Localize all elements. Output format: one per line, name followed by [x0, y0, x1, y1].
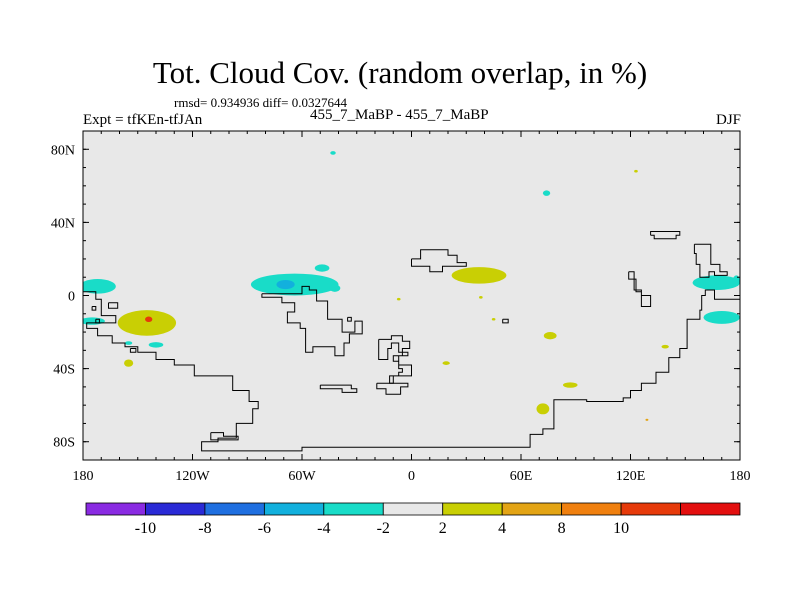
colorbar-label: -8: [198, 520, 211, 537]
colorbar-label: 10: [613, 520, 629, 537]
colorbar-swatch: [382, 502, 444, 516]
colorbar-swatch: [145, 502, 206, 516]
anomaly-region: [661, 344, 669, 349]
anomaly-region: [442, 361, 450, 365]
anomaly-region: [148, 342, 164, 348]
anomaly-region: [732, 275, 740, 287]
anomaly-region: [634, 169, 638, 173]
anomaly-region: [491, 317, 496, 321]
y-tick-label: 40N: [51, 216, 75, 231]
coastline: [650, 231, 681, 240]
y-tick-label: 80N: [51, 143, 75, 158]
colorbar-swatch: [680, 502, 741, 516]
colorbar-label: -4: [317, 520, 330, 537]
anomaly-region: [124, 341, 133, 345]
coastline: [83, 289, 740, 452]
coastline: [502, 318, 509, 324]
anomaly-region: [703, 311, 740, 324]
x-tick-label: 180: [73, 469, 94, 484]
coastline: [210, 432, 239, 441]
anomaly-region: [124, 359, 134, 367]
anomaly-region: [692, 275, 740, 291]
coastline: [319, 384, 358, 393]
x-tick-label: 120E: [616, 469, 646, 484]
coastline: [91, 306, 97, 311]
colorbar-label: -10: [135, 520, 156, 537]
coastline: [261, 285, 363, 357]
anomaly-regions: [83, 151, 740, 421]
coastline: [108, 302, 119, 309]
colorbar-swatch: [620, 502, 681, 516]
coastline: [411, 249, 467, 273]
y-tick-label: 0: [68, 290, 75, 305]
colorbar-label: -2: [377, 520, 390, 537]
colorbar-swatch: [85, 502, 146, 516]
anomaly-region: [542, 190, 551, 196]
colorbar: -10 -8 -6 -4 -2 2 4 8 10: [85, 502, 741, 537]
colorbar-swatch: [204, 502, 265, 516]
coastline: [347, 316, 352, 322]
x-tick-label: 180: [730, 469, 751, 484]
x-tick-label: 60W: [288, 469, 316, 484]
x-tick-label: 120W: [175, 469, 210, 484]
anomaly-region: [276, 279, 295, 290]
anomaly-region: [543, 332, 557, 340]
colorbar-label: 8: [558, 520, 566, 537]
case-label: 455_7_MaBP - 455_7_MaBP: [310, 107, 489, 123]
y-tick-label: 80S: [53, 436, 75, 451]
colorbar-swatch: [442, 502, 503, 516]
colorbar-label: 4: [498, 520, 506, 537]
anomaly-region: [314, 264, 330, 272]
colorbar-swatch: [501, 502, 563, 516]
anomaly-region: [536, 403, 550, 415]
season-label: DJF: [715, 112, 741, 128]
anomaly-region: [329, 284, 341, 292]
colorbar-swatch: [323, 502, 384, 516]
colorbar-swatch: [263, 502, 325, 516]
anomaly-region: [83, 279, 116, 294]
coastline: [129, 348, 137, 353]
x-tick-label: 0: [408, 469, 415, 484]
coastline: [628, 271, 652, 307]
experiment-label: Expt = tfKEn-tfJAn: [83, 112, 203, 128]
map-background: [83, 131, 740, 460]
anomaly-region: [479, 296, 483, 299]
coastline: [693, 243, 728, 278]
colorbar-swatch: [561, 502, 622, 516]
axis-ticks: 180 120W 60W 0 60E 120E 180 80N 40N 0 40S 80S: [51, 130, 751, 484]
stats-label: rmsd= 0.934936 diff= 0.0327644: [174, 95, 347, 110]
anomaly-region: [145, 316, 153, 323]
x-tick-label: 60E: [510, 469, 533, 484]
chart-title: Tot. Cloud Cov. (random overlap, in %): [152, 55, 648, 90]
anomaly-region: [562, 382, 578, 388]
coastlines: [83, 231, 740, 452]
coastline: [95, 318, 100, 324]
coastline: [376, 382, 409, 395]
anomaly-region: [330, 151, 336, 155]
colorbar-label: 2: [439, 520, 447, 537]
anomaly-region: [117, 310, 177, 336]
anomaly-region: [451, 267, 507, 284]
anomaly-region: [645, 418, 649, 421]
colorbar-label: -6: [258, 520, 271, 537]
anomaly-region: [396, 297, 401, 301]
y-tick-label: 40S: [53, 363, 75, 378]
